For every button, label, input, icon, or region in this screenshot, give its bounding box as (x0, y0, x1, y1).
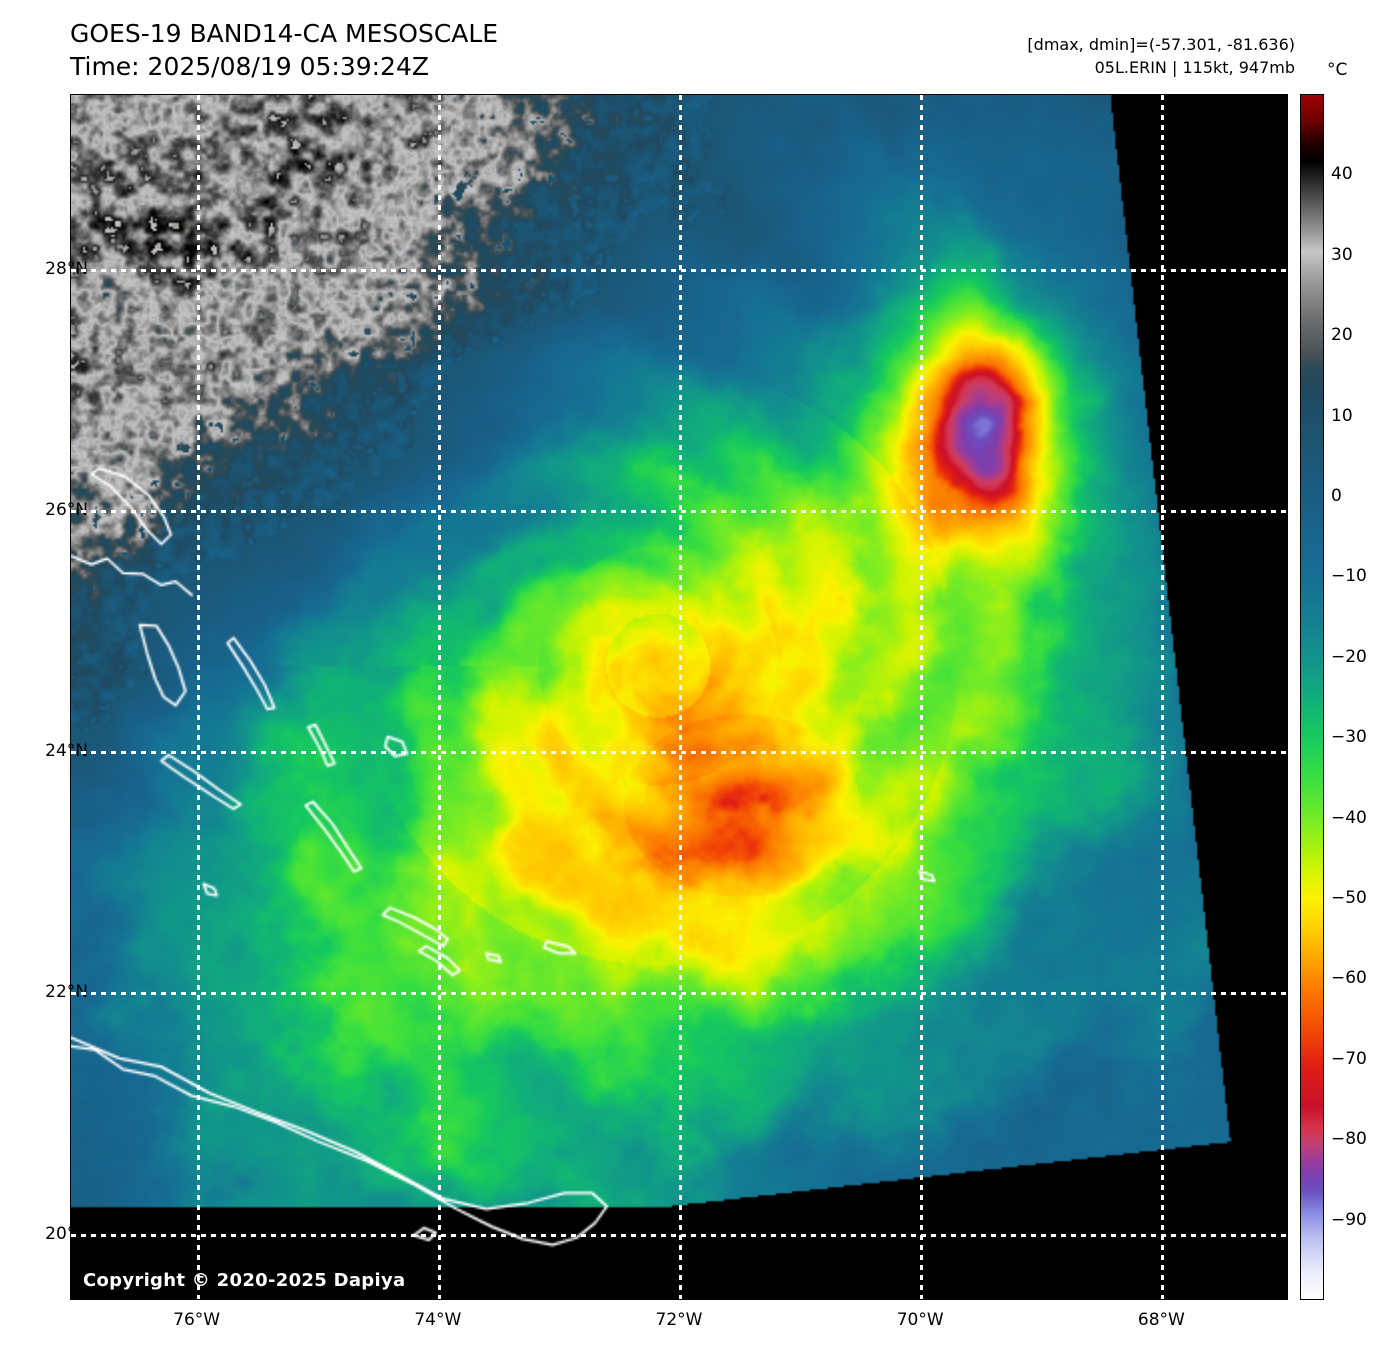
colorbar-tick-label: −80 (1331, 1129, 1367, 1150)
title-line: GOES-19 BAND14-CA MESOSCALE (70, 19, 499, 48)
satellite-image-plot: Copyright © 2020-2025 Dapiya (70, 94, 1288, 1300)
lon-tick-label: 70°W (896, 1310, 944, 1330)
page-title: GOES-19 BAND14-CA MESOSCALE Time: 2025/0… (70, 18, 498, 83)
temperature-colorbar (1300, 94, 1324, 1300)
colorbar-tick-label: −70 (1331, 1048, 1367, 1069)
colorbar-tick-label: −50 (1331, 888, 1367, 908)
lat-tick-label: 20°N (45, 1223, 88, 1244)
colorbar-tick-label: −30 (1331, 727, 1367, 748)
colorbar-tick-label: −10 (1331, 566, 1367, 587)
colorbar-tick-label: 20 (1331, 325, 1353, 346)
colorbar-tick-label: 40 (1331, 164, 1353, 185)
colorbar-tick-label: 10 (1331, 405, 1353, 426)
metadata-block: [dmax, dmin]=(-57.301, -81.636) 05L.ERIN… (1027, 33, 1295, 79)
infrared-brightness-temperature-heatmap (71, 95, 1287, 1299)
colorbar-tick-label: 0 (1331, 486, 1342, 506)
lon-tick-label: 76°W (173, 1310, 221, 1330)
lon-tick-label: 68°W (1137, 1310, 1185, 1330)
lon-tick-label: 74°W (414, 1310, 462, 1330)
storm-info-readout: 05L.ERIN | 115kt, 947mb (1094, 58, 1295, 78)
lon-tick-label: 72°W (655, 1310, 703, 1330)
dminmax-readout: [dmax, dmin]=(-57.301, -81.636) (1027, 35, 1295, 54)
colorbar-tick-label: −90 (1331, 1209, 1367, 1230)
copyright-notice: Copyright © 2020-2025 Dapiya (83, 1270, 406, 1291)
lat-tick-label: 26°N (45, 500, 88, 521)
lat-tick-label: 28°N (45, 258, 88, 279)
colorbar-unit-label: °C (1327, 60, 1348, 80)
lat-tick-label: 22°N (45, 982, 88, 1003)
colorbar-tick-label: −40 (1331, 807, 1367, 828)
colorbar-tick-label: −20 (1331, 646, 1367, 667)
colorbar-tick-label: −60 (1331, 968, 1367, 989)
timestamp-line: Time: 2025/08/19 05:39:24Z (70, 51, 429, 81)
lat-tick-label: 24°N (45, 741, 88, 762)
colorbar-tick-label: 30 (1331, 244, 1353, 265)
